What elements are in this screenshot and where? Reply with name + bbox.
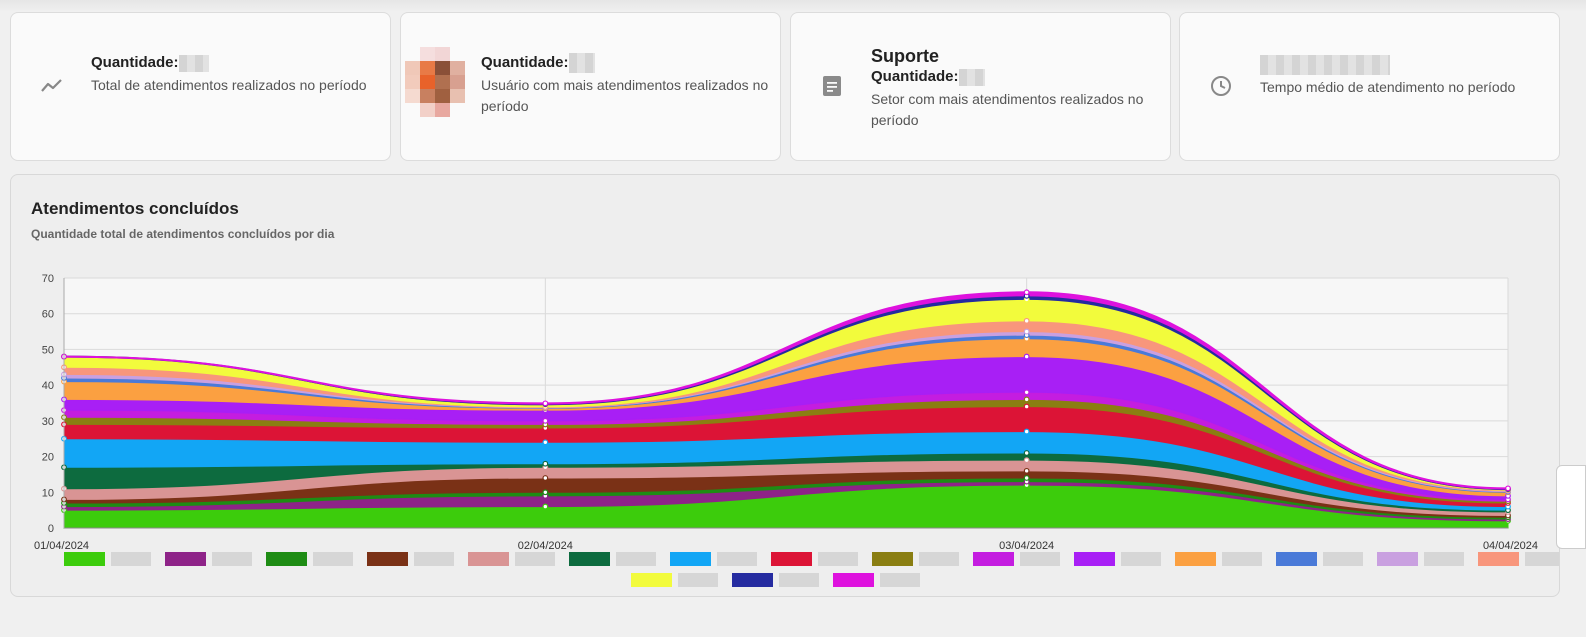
legend-swatch	[1074, 552, 1115, 566]
legend-swatch	[872, 552, 913, 566]
data-point	[1023, 403, 1030, 410]
data-point	[1023, 457, 1030, 464]
y-tick-label: 30	[42, 416, 54, 428]
legend-swatch	[1175, 552, 1216, 566]
chart-panel: Atendimentos concluídos Quantidade total…	[10, 174, 1560, 597]
x-tick-label: 02/04/2024	[518, 540, 573, 552]
panel-title: Atendimentos concluídos	[31, 199, 239, 218]
y-tick-label: 20	[42, 452, 54, 464]
quantity-label: Quantidade:	[871, 68, 959, 85]
legend-swatch	[468, 552, 509, 566]
card-description: Setor com mais atendimentos realizados n…	[871, 91, 1144, 128]
panel-subtitle: Quantidade total de atendimentos concluí…	[31, 227, 335, 241]
card-description: Usuário com mais atendimentos realizados…	[481, 77, 769, 115]
data-point	[1023, 317, 1030, 324]
top-sector-card: Suporte Quantidade: Setor com mais atend…	[790, 12, 1171, 161]
legend-label-redacted	[678, 573, 718, 587]
y-tick-label: 10	[42, 487, 54, 499]
data-point	[1023, 389, 1030, 396]
legend-swatch	[771, 552, 812, 566]
legend-swatch	[1276, 552, 1317, 566]
legend-label-redacted	[111, 552, 151, 566]
legend-label-redacted	[717, 552, 757, 566]
redacted-value	[1260, 55, 1390, 75]
legend-swatch	[64, 552, 105, 566]
y-tick-label: 60	[42, 309, 54, 321]
legend-label-redacted	[414, 552, 454, 566]
x-tick-label: 01/04/2024	[34, 540, 89, 552]
redacted-value	[958, 68, 985, 86]
legend-label-redacted	[1020, 552, 1060, 566]
legend-label-redacted	[919, 552, 959, 566]
document-icon	[819, 73, 845, 99]
data-point	[1023, 396, 1030, 403]
legend-swatch	[1377, 552, 1418, 566]
quantity-label: Quantidade:	[481, 54, 569, 71]
legend-swatch	[631, 573, 672, 587]
data-point	[1023, 467, 1030, 474]
data-point	[1023, 428, 1030, 435]
legend-swatch	[1478, 552, 1519, 566]
series-line	[63, 291, 1509, 490]
legend-swatch	[973, 552, 1014, 566]
legend-swatch	[732, 573, 773, 587]
data-point	[542, 460, 549, 467]
redacted-value	[178, 54, 209, 72]
legend-label-redacted	[880, 573, 920, 587]
data-point	[542, 439, 549, 446]
card-description: Tempo médio de atendimento no período	[1260, 79, 1516, 95]
avg-time-card: Tempo médio de atendimento no período	[1179, 12, 1560, 161]
y-tick-label: 70	[42, 273, 54, 285]
legend-swatch	[569, 552, 610, 566]
card-description: Total de atendimentos realizados no perí…	[91, 77, 367, 93]
legend-label-redacted	[1424, 552, 1464, 566]
legend-label-redacted	[779, 573, 819, 587]
legend-label-redacted	[1121, 552, 1161, 566]
legend-swatch	[367, 552, 408, 566]
legend-label-redacted	[1222, 552, 1262, 566]
data-point	[1023, 289, 1030, 296]
trend-line-icon	[39, 73, 65, 99]
x-tick-label: 04/04/2024	[1483, 540, 1538, 552]
clock-icon	[1208, 73, 1234, 99]
y-tick-label: 0	[48, 523, 54, 535]
legend-swatch	[266, 552, 307, 566]
user-avatar	[405, 47, 465, 117]
legend-label-redacted	[1525, 552, 1559, 566]
redacted-value	[568, 53, 595, 74]
data-point	[1023, 328, 1030, 335]
legend-label-redacted	[1323, 552, 1363, 566]
legend-label-redacted	[616, 552, 656, 566]
total-atendimentos-card: Quantidade: Total de atendimentos realiz…	[10, 12, 391, 161]
top-user-card: Quantidade: Usuário com mais atendimento…	[400, 12, 781, 161]
legend-label-redacted	[818, 552, 858, 566]
top-bar	[0, 0, 1586, 12]
data-point	[542, 475, 549, 481]
quantity-label: Quantidade:	[91, 54, 179, 71]
x-tick-label: 03/04/2024	[999, 540, 1054, 552]
legend-label-redacted	[515, 552, 555, 566]
legend-label-redacted	[212, 552, 252, 566]
sector-name: Suporte	[871, 46, 940, 66]
data-point	[1023, 475, 1030, 481]
stacked-area-chart: 0 10 20 30 40 50 60 70 01/04/2024 02/04/2024 03/04…	[34, 273, 1559, 587]
legend-swatch	[165, 552, 206, 566]
data-point	[542, 417, 549, 424]
legend-swatch	[670, 552, 711, 566]
data-point	[1505, 485, 1511, 492]
y-tick-label: 50	[42, 344, 54, 356]
data-point	[1023, 450, 1030, 456]
data-point	[542, 489, 549, 496]
data-point	[542, 400, 549, 407]
data-point	[542, 503, 549, 510]
y-tick-label: 40	[42, 380, 54, 392]
feedback-tab[interactable]	[1556, 465, 1586, 549]
legend-label-redacted	[313, 552, 353, 566]
legend-swatch	[833, 573, 874, 587]
data-point	[1023, 353, 1030, 360]
